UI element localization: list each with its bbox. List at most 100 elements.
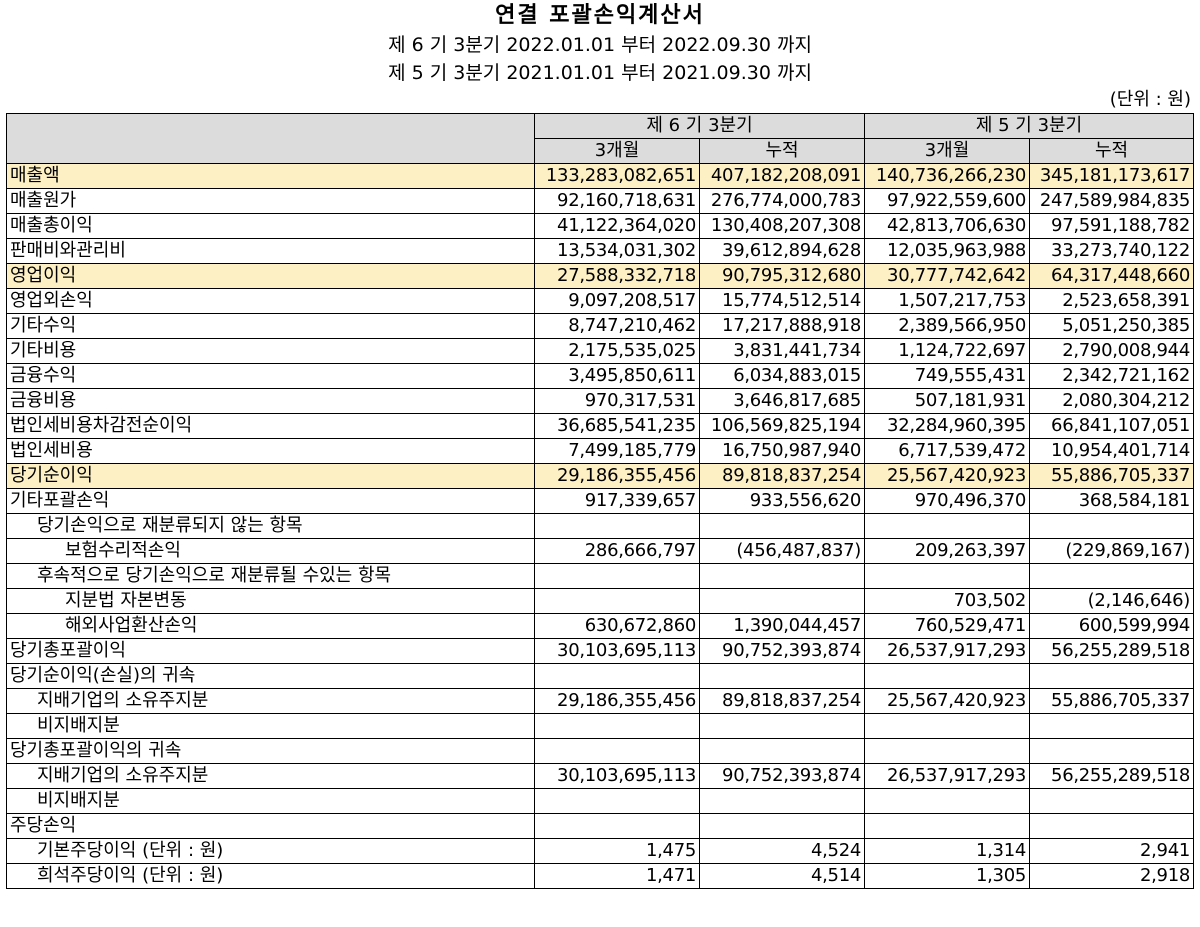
row-label: 금융비용 — [6, 388, 535, 414]
row-label: 기타수익 — [6, 313, 535, 339]
current-three-month-value: 30,103,695,113 — [534, 763, 700, 789]
table-row: 매출원가 92,160,718,631 276,774,000,783 97,922,… — [6, 188, 1194, 214]
prior-cumulative-value — [1029, 738, 1194, 764]
period-current-line: 제 6 기 3분기 2022.01.01 부터 2022.09.30 까지 — [388, 34, 812, 56]
current-cumulative-value: 4,524 — [699, 838, 865, 864]
prior-three-month-value: 140,736,266,230 — [864, 163, 1030, 189]
prior-three-month-value: 760,529,471 — [864, 613, 1030, 639]
current-cumulative-value — [699, 663, 865, 689]
prior-three-month-value: 2,389,566,950 — [864, 313, 1030, 339]
period-prior-line: 제 5 기 3분기 2021.01.01 부터 2021.09.30 까지 — [388, 62, 812, 84]
unit-note: (단위 : 원) — [1109, 89, 1191, 110]
prior-cumulative-value: 368,584,181 — [1029, 488, 1194, 514]
prior-cumulative-value: 5,051,250,385 — [1029, 313, 1194, 339]
table-row: 기타포괄손익 917,339,657 933,556,620 970,496,370 3… — [6, 488, 1194, 514]
table-row: 당기총포괄이익 30,103,695,113 90,752,393,874 26,53… — [6, 638, 1194, 664]
prior-cumulative-value: 247,589,984,835 — [1029, 188, 1194, 214]
prior-cumulative-value: 2,941 — [1029, 838, 1194, 864]
prior-cumulative-value: 56,255,289,518 — [1029, 638, 1194, 664]
prior-three-month-value: 1,314 — [864, 838, 1030, 864]
prior-three-month-value: 42,813,706,630 — [864, 213, 1030, 239]
prior-cumulative-value: 64,317,448,660 — [1029, 263, 1194, 289]
current-cumulative-value: 89,818,837,254 — [699, 463, 865, 489]
current-three-month-value: 133,283,082,651 — [534, 163, 700, 189]
current-three-month-value: 286,666,797 — [534, 538, 700, 564]
current-cumulative-value: 276,774,000,783 — [699, 188, 865, 214]
table-row: 지배기업의 소유주지분 29,186,355,456 89,818,837,254 2… — [6, 688, 1194, 714]
header-current-cumulative: 누적 — [699, 138, 865, 164]
prior-three-month-value: 26,537,917,293 — [864, 638, 1030, 664]
current-three-month-value — [534, 513, 700, 539]
current-cumulative-value: 407,182,208,091 — [699, 163, 865, 189]
table-header: 제 6 기 3분기 제 5 기 3분기 3개월 누적 3개월 누적 — [6, 113, 1194, 164]
current-cumulative-value — [699, 713, 865, 739]
current-three-month-value: 1,471 — [534, 863, 700, 889]
row-label: 지분법 자본변동 — [6, 588, 535, 614]
prior-cumulative-value — [1029, 513, 1194, 539]
table-row: 매출액 133,283,082,651 407,182,208,091 140,736… — [6, 163, 1194, 189]
current-three-month-value — [534, 738, 700, 764]
current-cumulative-value: 6,034,883,015 — [699, 363, 865, 389]
prior-cumulative-value: 2,918 — [1029, 863, 1194, 889]
prior-cumulative-value — [1029, 713, 1194, 739]
current-cumulative-value: 3,646,817,685 — [699, 388, 865, 414]
header-prior-period: 제 5 기 3분기 — [864, 113, 1194, 139]
prior-three-month-value: 507,181,931 — [864, 388, 1030, 414]
current-three-month-value — [534, 588, 700, 614]
row-label: 당기총포괄이익의 귀속 — [6, 738, 535, 764]
current-three-month-value: 7,499,185,779 — [534, 438, 700, 464]
prior-three-month-value — [864, 788, 1030, 814]
row-label: 법인세비용차감전순이익 — [6, 413, 535, 439]
current-cumulative-value — [699, 563, 865, 589]
prior-three-month-value: 30,777,742,642 — [864, 263, 1030, 289]
row-label: 비지배지분 — [6, 713, 535, 739]
prior-cumulative-value — [1029, 813, 1194, 839]
row-label: 매출총이익 — [6, 213, 535, 239]
row-label: 희석주당이익 (단위 : 원) — [6, 863, 535, 889]
current-cumulative-value: 130,408,207,308 — [699, 213, 865, 239]
prior-three-month-value — [864, 813, 1030, 839]
prior-three-month-value: 6,717,539,472 — [864, 438, 1030, 464]
table-row: 기타비용 2,175,535,025 3,831,441,734 1,124,722,… — [6, 338, 1194, 364]
prior-cumulative-value: 10,954,401,714 — [1029, 438, 1194, 464]
prior-three-month-value: 1,305 — [864, 863, 1030, 889]
prior-cumulative-value: 55,886,705,337 — [1029, 688, 1194, 714]
row-label: 해외사업환산손익 — [6, 613, 535, 639]
prior-three-month-value: 26,537,917,293 — [864, 763, 1030, 789]
statement-title: 연결 포괄손익계산서 — [495, 3, 705, 28]
current-three-month-value: 30,103,695,113 — [534, 638, 700, 664]
table-row: 해외사업환산손익 630,672,860 1,390,044,457 760,529,… — [6, 613, 1194, 639]
row-label: 매출원가 — [6, 188, 535, 214]
prior-cumulative-value: 2,790,008,944 — [1029, 338, 1194, 364]
current-cumulative-value — [699, 588, 865, 614]
current-cumulative-value: (456,487,837) — [699, 538, 865, 564]
current-three-month-value — [534, 813, 700, 839]
statement-header: 연결 포괄손익계산서 제 6 기 3분기 2022.01.01 부터 2022.… — [0, 1, 1200, 87]
prior-three-month-value: 749,555,431 — [864, 363, 1030, 389]
row-label: 영업이익 — [6, 263, 535, 289]
table-row: 지분법 자본변동 703,502 (2,146,646) — [6, 588, 1194, 614]
current-cumulative-value: 15,774,512,514 — [699, 288, 865, 314]
current-three-month-value: 27,588,332,718 — [534, 263, 700, 289]
current-cumulative-value: 3,831,441,734 — [699, 338, 865, 364]
current-cumulative-value: 4,514 — [699, 863, 865, 889]
row-label: 영업외손익 — [6, 288, 535, 314]
current-cumulative-value: 39,612,894,628 — [699, 238, 865, 264]
table-row: 금융수익 3,495,850,611 6,034,883,015 749,555,43… — [6, 363, 1194, 389]
current-three-month-value: 8,747,210,462 — [534, 313, 700, 339]
table-row: 비지배지분 — [6, 788, 1194, 814]
current-cumulative-value: 90,752,393,874 — [699, 763, 865, 789]
prior-three-month-value: 25,567,420,923 — [864, 463, 1030, 489]
current-three-month-value: 970,317,531 — [534, 388, 700, 414]
current-cumulative-value: 90,752,393,874 — [699, 638, 865, 664]
prior-three-month-value — [864, 713, 1030, 739]
table-row: 영업이익 27,588,332,718 90,795,312,680 30,777,7… — [6, 263, 1194, 289]
prior-three-month-value: 703,502 — [864, 588, 1030, 614]
row-label: 법인세비용 — [6, 438, 535, 464]
current-cumulative-value: 89,818,837,254 — [699, 688, 865, 714]
current-three-month-value: 29,186,355,456 — [534, 463, 700, 489]
prior-cumulative-value: 55,886,705,337 — [1029, 463, 1194, 489]
row-label: 기타포괄손익 — [6, 488, 535, 514]
prior-three-month-value: 12,035,963,988 — [864, 238, 1030, 264]
table-row: 비지배지분 — [6, 713, 1194, 739]
